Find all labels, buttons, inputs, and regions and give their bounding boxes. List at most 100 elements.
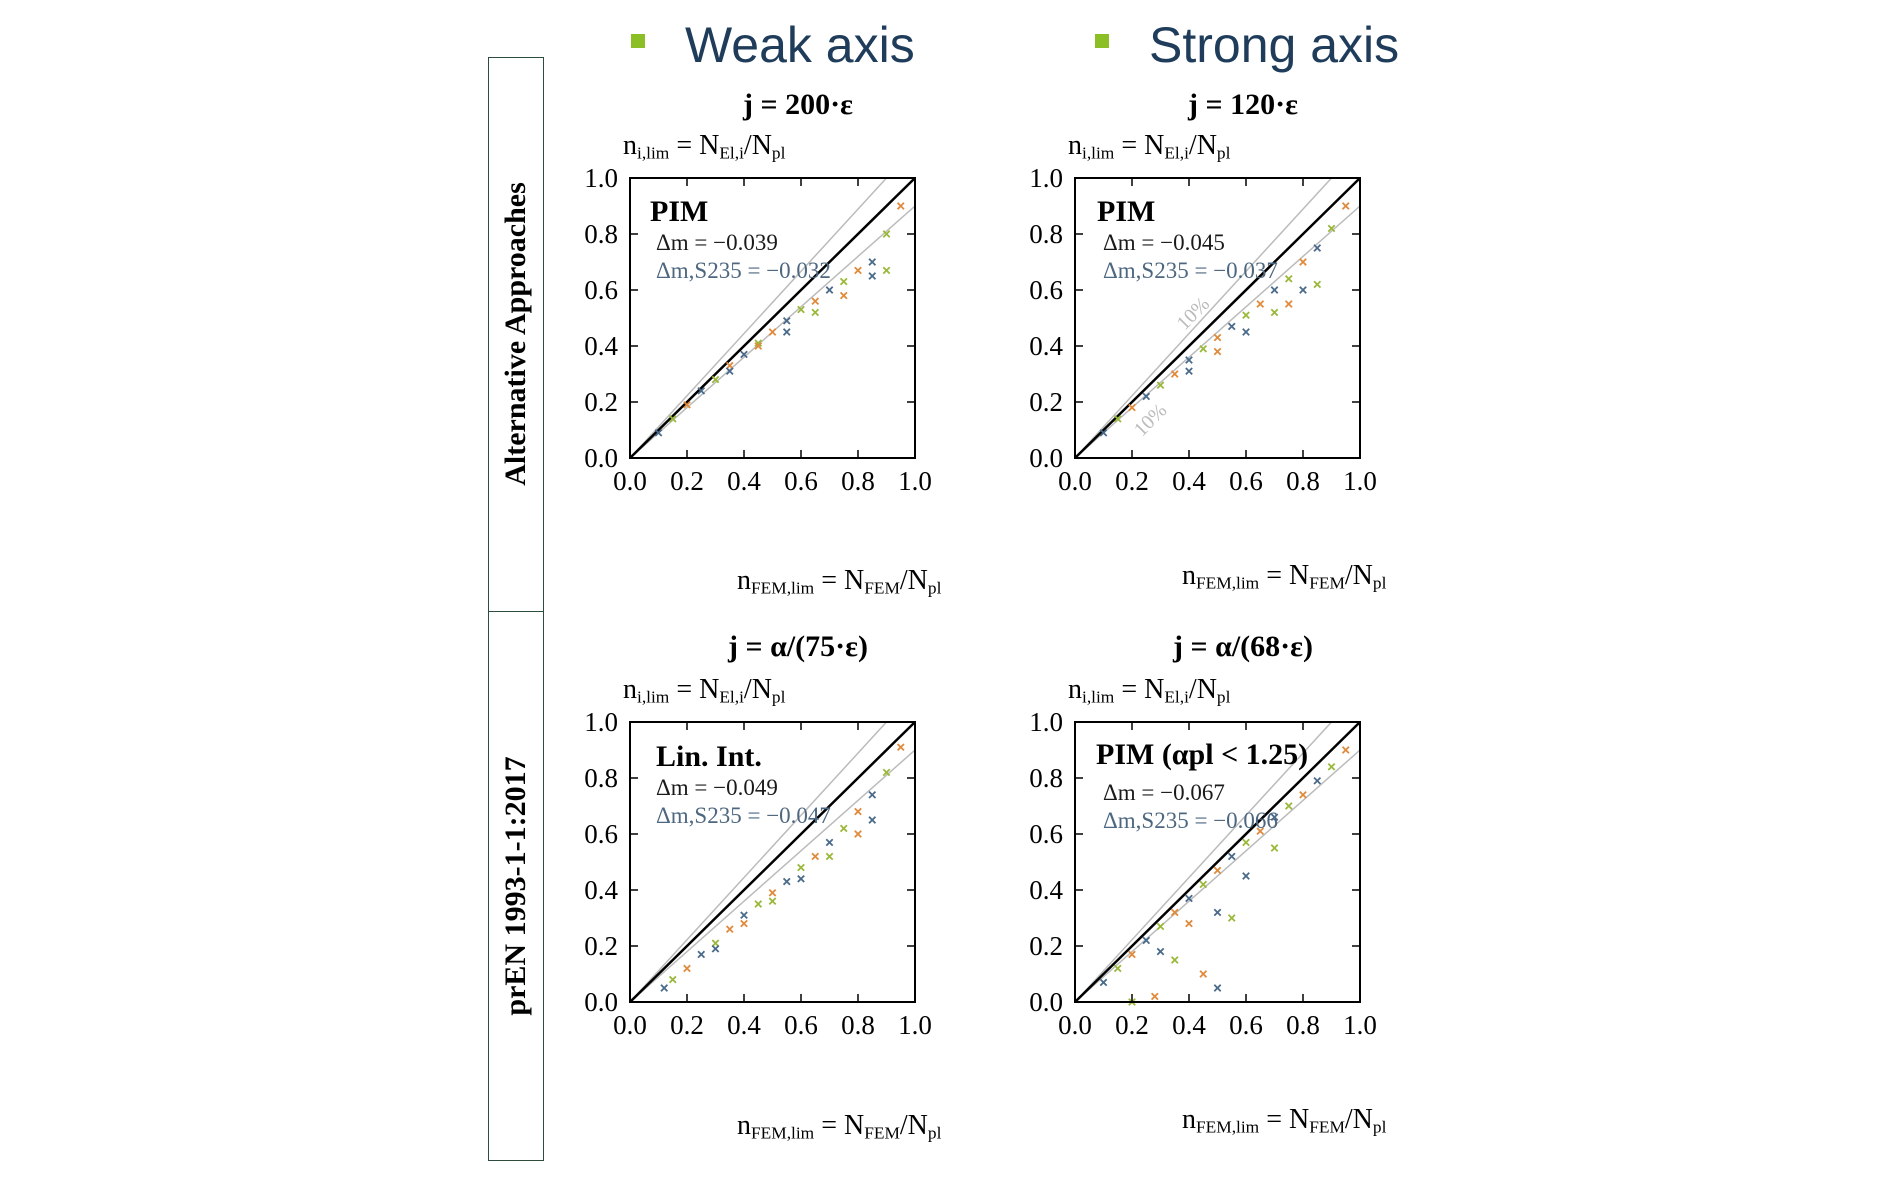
data-point xyxy=(1242,311,1250,320)
panel-title: j = α/(75·ε) xyxy=(728,630,868,663)
y-axis-label: ni,lim = NEl,i/Npl xyxy=(1068,130,1231,163)
band-line-upper xyxy=(629,177,888,459)
data-point xyxy=(782,328,791,336)
data-point xyxy=(868,816,877,824)
data-point xyxy=(839,291,848,300)
data-point xyxy=(1199,970,1208,978)
x-tick-label: 0.2 xyxy=(670,466,704,496)
data-point xyxy=(768,328,777,336)
y-tick-label: 0.2 xyxy=(584,931,618,961)
x-tick-label: 0.2 xyxy=(670,1010,704,1040)
data-point xyxy=(1270,308,1279,317)
data-point xyxy=(1213,333,1222,342)
data-point xyxy=(1185,894,1193,903)
data-point xyxy=(1327,762,1336,771)
data-point xyxy=(868,258,877,266)
band-line-lower xyxy=(1074,205,1361,459)
y-tick-label: 0.0 xyxy=(584,443,618,473)
row-box-bottom xyxy=(488,611,544,1161)
y-tick-label: 0.8 xyxy=(1029,219,1063,249)
method-label: PIM (αpl < 1.25) xyxy=(1096,738,1309,771)
x-tick-label: 0.0 xyxy=(1058,1010,1092,1040)
data-point xyxy=(1213,347,1222,356)
data-point xyxy=(797,305,805,314)
plot-frame xyxy=(1074,721,1361,1003)
y-axis-label: ni,lim = NEl,i/Npl xyxy=(623,674,786,707)
data-point xyxy=(1284,300,1293,308)
data-point xyxy=(754,900,763,908)
data-point xyxy=(740,350,748,359)
data-point xyxy=(1099,428,1108,437)
data-point xyxy=(825,838,834,847)
data-point xyxy=(854,266,862,275)
reference-line xyxy=(629,177,916,459)
plot-frame xyxy=(629,177,916,459)
delta-m-s235: Δm,S235 = −0.047 xyxy=(656,803,831,828)
data-point xyxy=(854,807,862,816)
data-point xyxy=(725,361,734,370)
x-tick-label: 0.6 xyxy=(1229,1010,1263,1040)
x-tick-label: 0.0 xyxy=(1058,466,1092,496)
y-axis-label: ni,lim = NEl,i/Npl xyxy=(623,130,786,163)
reference-line xyxy=(1074,721,1361,1003)
data-point xyxy=(1199,880,1208,889)
data-point xyxy=(782,316,791,325)
plot-frame xyxy=(629,721,916,1003)
delta-m: Δm = −0.045 xyxy=(1103,230,1225,255)
y-tick-label: 0.6 xyxy=(584,819,618,849)
y-tick-label: 1.0 xyxy=(1029,707,1063,737)
y-axis-label: ni,lim = NEl,i/Npl xyxy=(1068,674,1231,707)
data-point xyxy=(1284,802,1293,810)
strong-axis-label: Strong axis xyxy=(1149,17,1400,73)
data-point xyxy=(1256,827,1265,836)
data-point xyxy=(697,950,706,959)
data-point xyxy=(660,984,669,992)
data-point xyxy=(740,919,748,928)
x-axis-label: nFEM,lim = NFEM/Npl xyxy=(737,1110,942,1143)
x-tick-label: 0.6 xyxy=(784,1010,818,1040)
data-point xyxy=(1313,244,1322,252)
data-point xyxy=(1227,852,1236,861)
data-point xyxy=(811,297,820,306)
data-point xyxy=(825,852,834,861)
panel-title: j = 120·ε xyxy=(1188,88,1298,121)
data-point xyxy=(825,286,834,294)
data-point xyxy=(1170,908,1179,917)
data-point xyxy=(882,768,891,777)
x-tick-label: 0.2 xyxy=(1115,1010,1149,1040)
data-point xyxy=(711,944,720,953)
x-tick-label: 0.8 xyxy=(1286,1010,1320,1040)
method-label: PIM xyxy=(650,195,709,228)
data-point xyxy=(1170,956,1179,964)
delta-m-s235: Δm,S235 = −0.032 xyxy=(656,258,831,283)
x-tick-label: 1.0 xyxy=(1343,466,1377,496)
data-point xyxy=(768,897,777,906)
x-tick-label: 0.0 xyxy=(613,466,647,496)
data-point xyxy=(1156,381,1165,390)
data-point xyxy=(668,414,677,423)
x-tick-label: 1.0 xyxy=(898,466,932,496)
delta-m: Δm = −0.067 xyxy=(1103,780,1225,805)
data-point xyxy=(1284,274,1293,283)
data-point xyxy=(1099,978,1108,987)
data-point xyxy=(1313,776,1322,785)
x-tick-label: 0.4 xyxy=(727,1010,761,1040)
data-point xyxy=(711,375,720,384)
y-tick-label: 0.2 xyxy=(584,387,618,417)
plot-frame xyxy=(1074,177,1361,459)
y-tick-label: 0.8 xyxy=(584,219,618,249)
data-point xyxy=(1227,914,1236,922)
data-point xyxy=(1156,947,1165,956)
data-point xyxy=(1213,984,1222,992)
data-point xyxy=(1185,356,1193,364)
data-point xyxy=(1299,790,1307,799)
method-label: PIM xyxy=(1097,195,1156,228)
x-tick-label: 0.0 xyxy=(613,1010,647,1040)
data-point xyxy=(754,342,763,350)
x-tick-label: 0.8 xyxy=(841,466,875,496)
y-tick-label: 0.4 xyxy=(1029,875,1063,905)
panel-title: j = α/(68·ε) xyxy=(1173,630,1313,663)
data-point xyxy=(725,367,734,376)
data-point xyxy=(1313,280,1322,289)
